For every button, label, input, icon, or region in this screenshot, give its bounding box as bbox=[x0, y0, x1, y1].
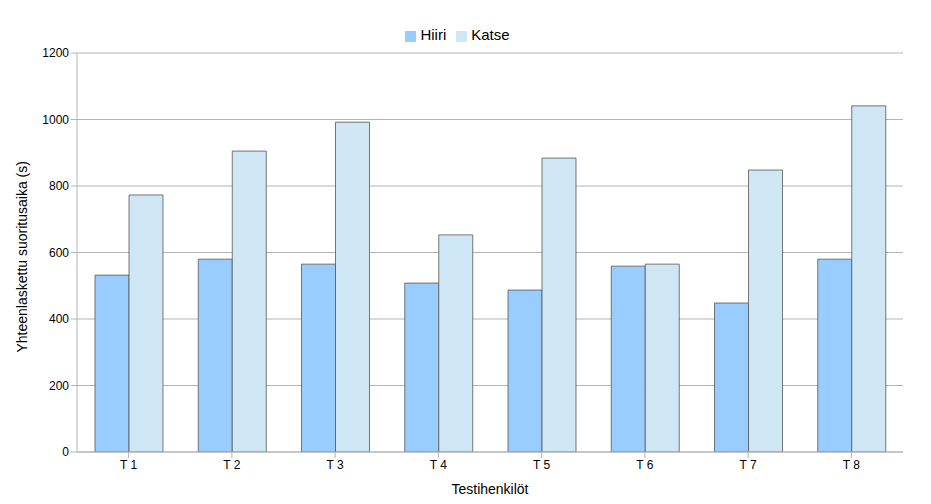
svg-text:T 1: T 1 bbox=[120, 458, 137, 472]
svg-text:1200: 1200 bbox=[42, 46, 69, 60]
html-text:Hiiri: Hiiri bbox=[420, 26, 447, 43]
svg-text:Yhteenlaskettu suoritusaika (s: Yhteenlaskettu suoritusaika (s) bbox=[14, 161, 30, 352]
svg-text:T 4: T 4 bbox=[430, 458, 447, 472]
svg-text:T 6: T 6 bbox=[636, 458, 653, 472]
svg-text:Testihenkilöt: Testihenkilöt bbox=[451, 481, 528, 496]
svg-text:1000: 1000 bbox=[42, 113, 69, 127]
svg-text:800: 800 bbox=[49, 179, 69, 193]
svg-text:T 8: T 8 bbox=[843, 458, 860, 472]
svg-text:0: 0 bbox=[62, 445, 69, 459]
html-text:Katse: Katse bbox=[471, 26, 510, 43]
svg-text:T 3: T 3 bbox=[327, 458, 344, 472]
svg-text:T 7: T 7 bbox=[740, 458, 757, 472]
svg-text:400: 400 bbox=[49, 312, 69, 326]
svg-text:T 5: T 5 bbox=[533, 458, 550, 472]
svg-text:200: 200 bbox=[49, 379, 69, 393]
svg-text:T 2: T 2 bbox=[223, 458, 240, 472]
svg-text:600: 600 bbox=[49, 246, 69, 260]
